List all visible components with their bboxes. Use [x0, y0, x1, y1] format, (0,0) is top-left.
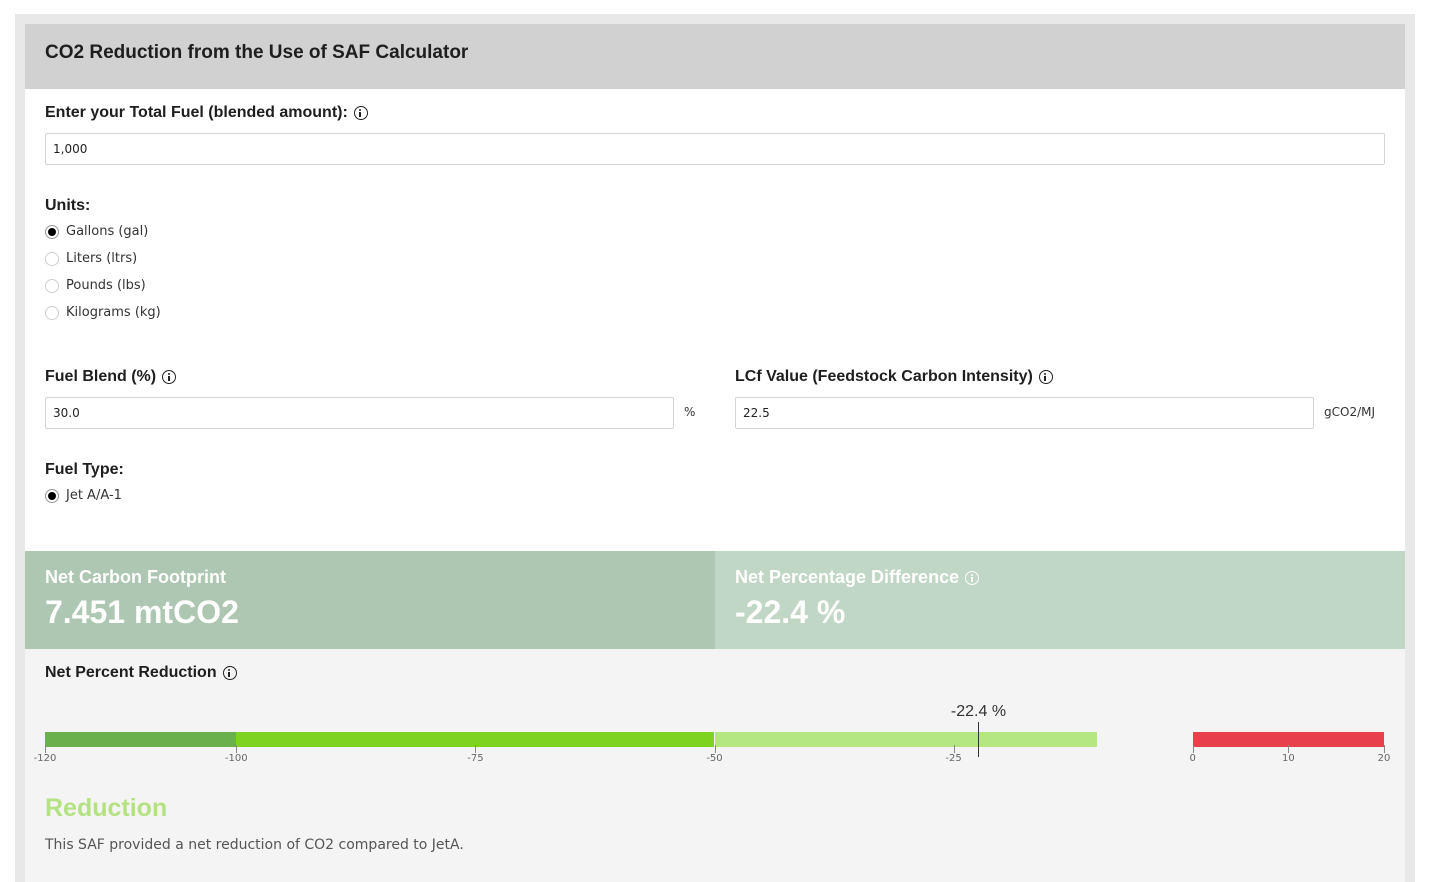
gauge-label-row: Net Percent Reduction [45, 664, 237, 682]
radio-label: Kilograms (kg) [66, 305, 161, 320]
lcf-input[interactable]: 22.5 [735, 397, 1314, 429]
gauge-tick [1192, 745, 1194, 753]
gauge-label: Net Percent Reduction [45, 664, 217, 681]
net-percentage-difference-panel: Net Percentage Difference -22.4 % [715, 551, 1405, 649]
net-percentage-difference-label: Net Percentage Difference [735, 567, 960, 587]
net-carbon-footprint-panel: Net Carbon Footprint 7.451 mtCO2 [25, 551, 715, 649]
radio-button[interactable] [45, 305, 59, 320]
gauge-tick [953, 745, 955, 753]
units-option-liters[interactable]: Liters (ltrs) [45, 251, 137, 266]
units-label: Units: [45, 197, 91, 214]
net-carbon-footprint-label: Net Carbon Footprint [45, 567, 226, 587]
lcf-label-row: LCf Value (Feedstock Carbon Intensity) [735, 368, 1053, 386]
net-carbon-footprint-value: 7.451 mtCO2 [45, 594, 239, 630]
reduction-title: Reduction [45, 794, 168, 822]
net-percentage-difference-label-row: Net Percentage Difference [735, 567, 980, 588]
radio-button[interactable] [45, 488, 59, 503]
gauge-tick-label: 20 [1377, 753, 1391, 764]
reduction-text: This SAF provided a net reduction of CO2… [45, 837, 464, 853]
gauge-tick-label: 0 [1189, 753, 1196, 764]
info-icon[interactable] [162, 370, 177, 384]
gauge-segment [236, 732, 715, 747]
radio-label: Jet A/A-1 [66, 488, 122, 503]
lcf-unit: gCO2/MJ [1324, 405, 1376, 419]
gauge-tick [475, 745, 477, 753]
gauge-marker-label: -22.4 % [950, 703, 1007, 720]
gauge-tick-label: -50 [706, 753, 723, 764]
total-fuel-label: Enter your Total Fuel (blended amount): [45, 104, 348, 121]
gauge-tick-label: -120 [33, 753, 57, 764]
fuel-type-label: Fuel Type: [45, 461, 124, 478]
radio-label: Gallons (gal) [66, 224, 149, 239]
gauge-tick-label: 10 [1281, 753, 1295, 764]
units-option-kilograms[interactable]: Kilograms (kg) [45, 305, 161, 320]
fuel-blend-label: Fuel Blend (%) [45, 368, 157, 385]
total-fuel-label-row: Enter your Total Fuel (blended amount): [45, 104, 368, 122]
page-title: CO2 Reduction from the Use of SAF Calcul… [45, 42, 469, 63]
gauge-tick [1384, 745, 1385, 753]
info-icon[interactable] [222, 666, 237, 680]
gauge-segment [714, 732, 1098, 747]
units-option-pounds[interactable]: Pounds (lbs) [45, 278, 146, 293]
card-header: CO2 Reduction from the Use of SAF Calcul… [25, 24, 1405, 89]
info-icon[interactable] [965, 570, 980, 585]
fuel-blend-input[interactable]: 30.0 [45, 397, 674, 429]
net-percentage-difference-value: -22.4 % [735, 594, 846, 630]
lcf-label: LCf Value (Feedstock Carbon Intensity) [735, 368, 1033, 385]
fuel-blend-unit: % [684, 405, 696, 419]
gauge-tick [236, 745, 238, 753]
info-icon[interactable] [353, 106, 368, 120]
radio-button[interactable] [45, 224, 59, 239]
gauge-segment [45, 732, 237, 747]
radio-button[interactable] [45, 251, 59, 266]
gauge-segment [1192, 732, 1384, 747]
info-icon[interactable] [1038, 370, 1053, 384]
fuel-type-option-jet-a[interactable]: Jet A/A-1 [45, 488, 122, 503]
gauge-tick [714, 745, 716, 753]
total-fuel-input[interactable]: 1,000 [45, 133, 1385, 165]
gauge-tick [1288, 745, 1290, 753]
radio-label: Pounds (lbs) [66, 278, 146, 293]
units-option-gallons[interactable]: Gallons (gal) [45, 224, 148, 239]
calculator-card: CO2 Reduction from the Use of SAF Calcul… [25, 24, 1405, 882]
gauge-marker [978, 722, 980, 757]
gauge-tick-label: -75 [467, 753, 484, 764]
net-percent-reduction-gauge: -120 -100 -75 -50 -25 0 10 20 -22.4 % [25, 649, 1405, 779]
fuel-blend-label-row: Fuel Blend (%) [45, 368, 177, 386]
reduction-section: Net Percent Reduction -120 -100 -75 -50 -25 0… [25, 649, 1405, 882]
gauge-tick-label: -25 [945, 753, 962, 764]
radio-button[interactable] [45, 278, 59, 293]
gauge-tick [45, 745, 46, 753]
radio-label: Liters (ltrs) [66, 251, 138, 266]
gauge-tick-label: -100 [224, 753, 248, 764]
